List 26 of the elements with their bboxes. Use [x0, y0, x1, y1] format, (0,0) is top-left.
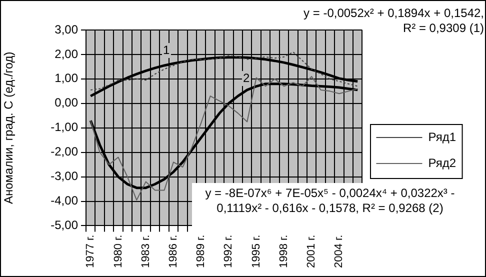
y-tick-label: -5,00	[50, 218, 78, 232]
legend-label: Ряд2	[428, 156, 456, 170]
y-tick-label: -1,00	[50, 120, 78, 134]
y-tick-label: 0,00	[54, 96, 78, 110]
y-tick-label: 1,00	[54, 71, 78, 86]
x-tick-label: 1995 г.	[250, 234, 262, 268]
y-tick-label: -2,00	[50, 144, 78, 159]
x-tick-label: 1992 г.	[222, 234, 235, 268]
legend-label: Ряд1	[428, 130, 456, 144]
x-tick-label: 2001 г.	[306, 234, 318, 268]
annotation: 1	[162, 43, 171, 58]
annotation: y = -8E-07x⁶ + 7E-05x⁵ - 0,0024x⁴ + 0,0322x³ - 0,1119x² - 0,616x - 0,1578, R² = 0,9268 (2)	[204, 186, 456, 216]
x-tick-label: 1980 г.	[112, 234, 124, 268]
x-tick-label: 1977 г.	[84, 234, 97, 268]
y-tick-label: 2,00	[54, 46, 78, 61]
x-tick-label: 1986 г.	[168, 234, 180, 268]
y-axis-title: Аномалии, град. С (ед./год)	[2, 52, 16, 204]
x-tick-label: 1998 г.	[278, 234, 290, 268]
x-tick-label: 2004 г.	[333, 234, 346, 268]
annotation: y = -0,0052x² + 0,1894x + 0,1542, R² = 0,9309 (1)	[302, 6, 484, 36]
y-tick-label: -4,00	[50, 194, 78, 208]
x-tick-label: 1983 г.	[140, 234, 152, 268]
annotation: 2	[242, 71, 251, 86]
y-tick-label: 3,00	[54, 22, 78, 36]
x-tick-label: 1989 г.	[195, 234, 208, 268]
y-tick-label: -3,00	[50, 169, 78, 184]
